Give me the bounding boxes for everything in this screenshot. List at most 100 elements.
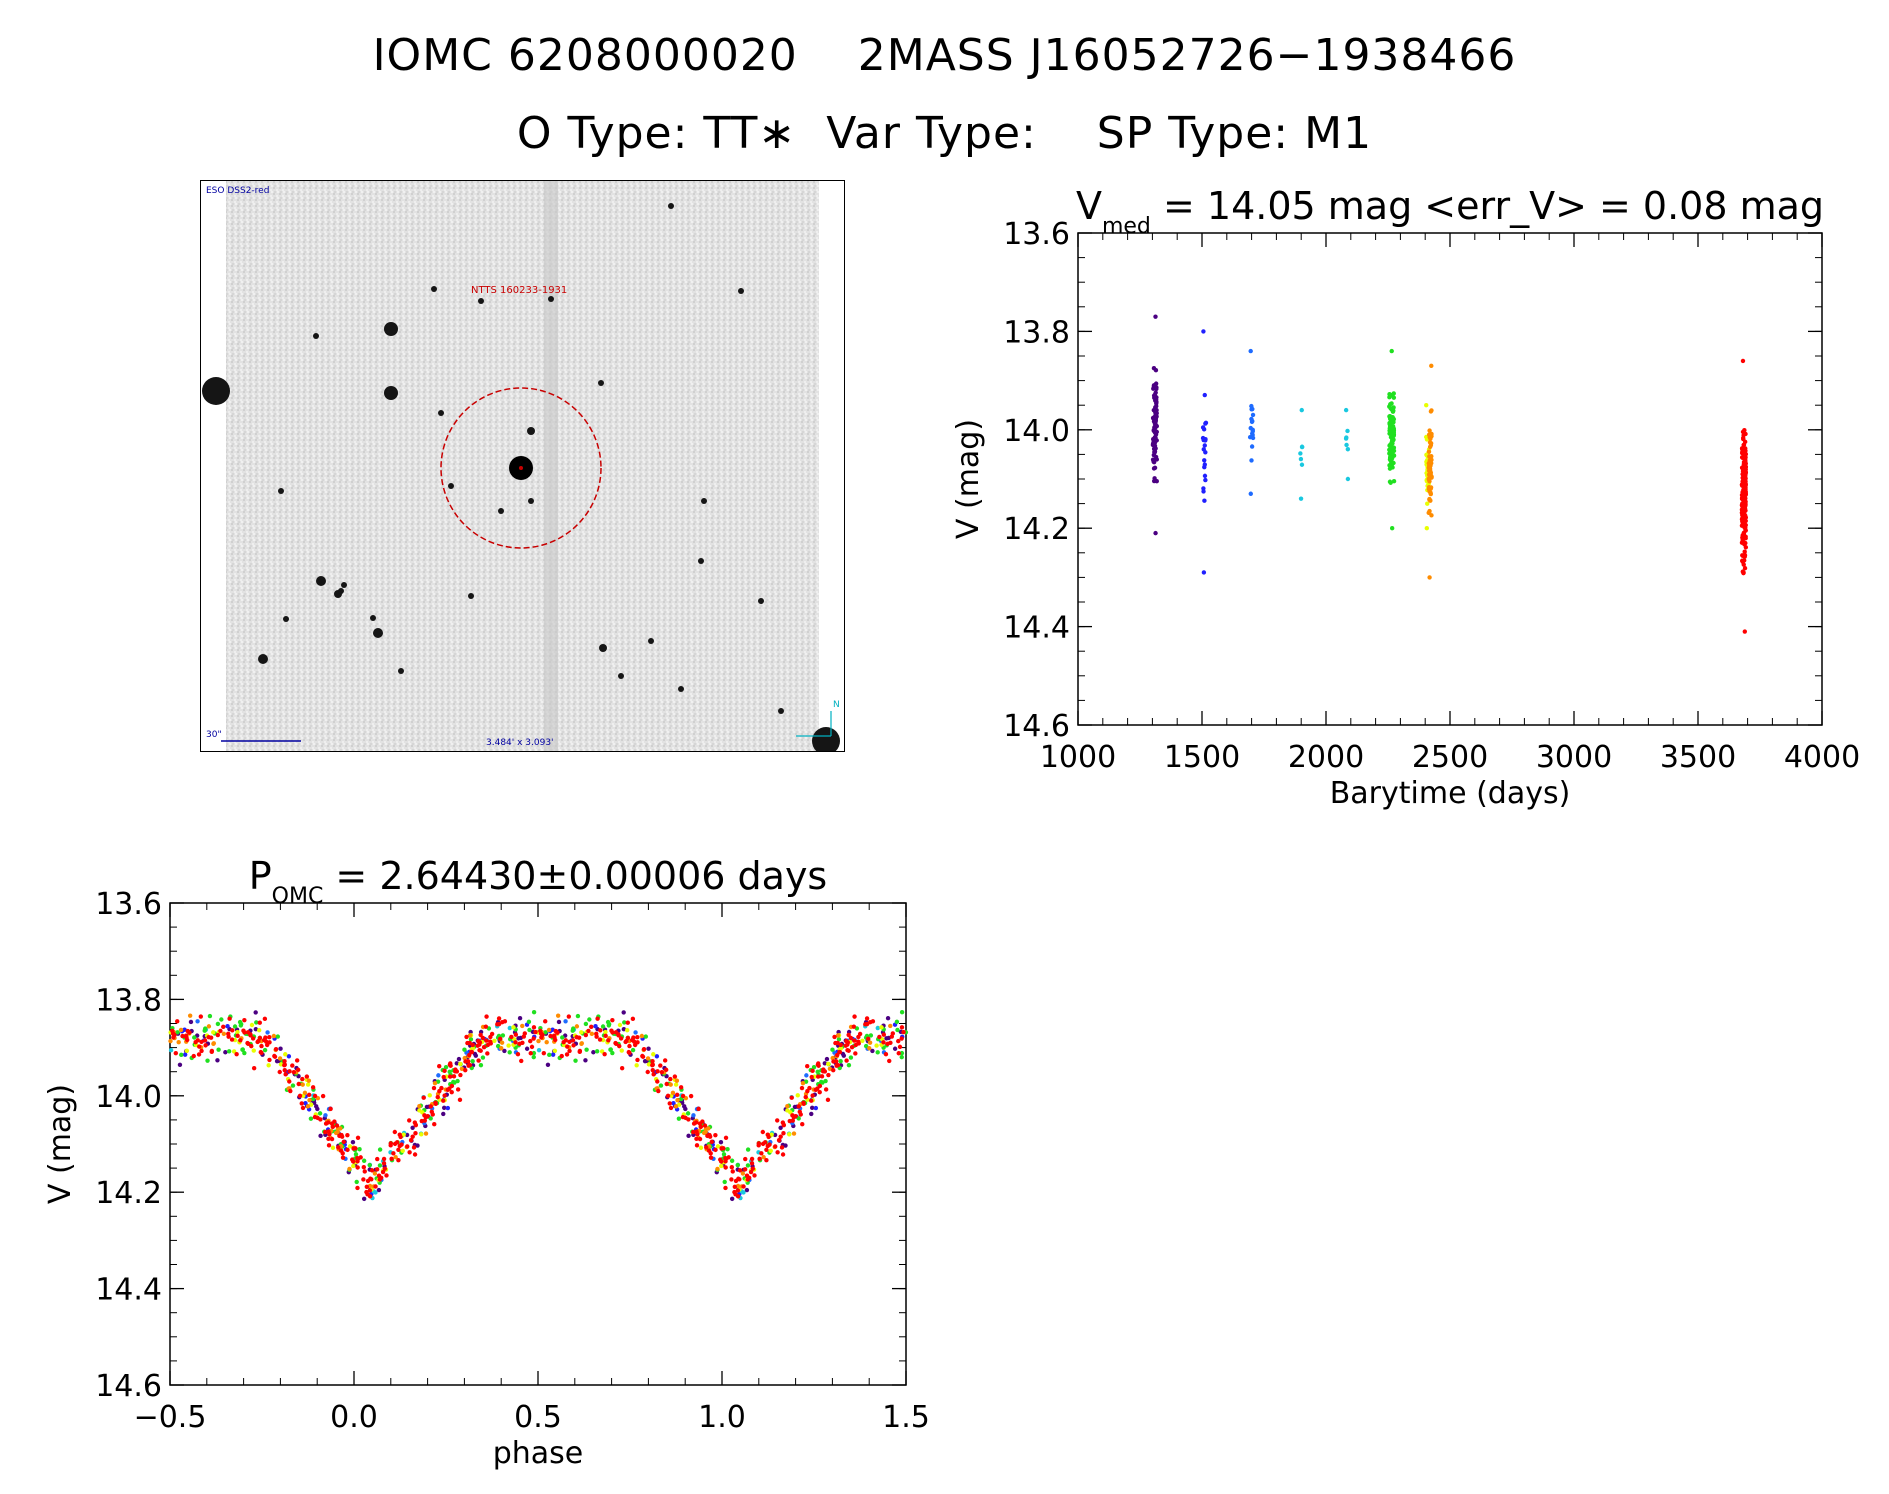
phased-point [616,1033,621,1038]
phased-point [594,1034,599,1039]
phased-point [290,1083,296,1088]
phased-point [619,1065,625,1071]
star-0 [202,377,230,405]
phased-point [271,1033,277,1039]
lightcurve-point [1741,570,1746,576]
lightcurve-point [1743,446,1748,451]
lightcurve-point [1742,456,1748,461]
star-17 [812,727,840,751]
phased-point [783,1143,788,1148]
phased-point [865,1036,871,1042]
phased-point [868,1033,874,1038]
phased-point [388,1143,393,1148]
phased-point [355,1135,361,1140]
phased-point [329,1121,335,1126]
phased-point [442,1093,447,1098]
phased-point [531,1050,537,1056]
phased-point [540,1032,545,1038]
phased-point [646,1062,652,1067]
phased-point [323,1129,328,1135]
phased-point [830,1047,835,1052]
phased-point [328,1106,333,1112]
phased-point [901,1029,906,1035]
phased-point [275,1034,281,1039]
lightcurve-point [1387,424,1393,429]
phased-point [694,1136,699,1142]
phased-point [433,1101,438,1107]
phased-point [423,1131,429,1136]
phased-point [899,1025,905,1030]
phased-point [188,1019,194,1025]
phased-point [570,1038,576,1043]
lightcurve-point [1428,457,1433,462]
phased-point [182,1052,188,1057]
phased-point [547,1052,552,1058]
phased-point [574,1024,580,1029]
phased-point [740,1171,746,1176]
phased-point [760,1141,766,1147]
phased-point [221,1031,227,1037]
phased-point [179,1052,184,1058]
phased-point [867,1046,872,1051]
phased-point [635,1057,640,1063]
phased-point [635,1040,640,1045]
lightcurve-point [1298,451,1303,456]
chart-title-line-1: IOMC 6208000020 2MASS J16052726−1938466 [372,30,1517,81]
phased-point [341,1139,346,1145]
lightcurve-point [1153,416,1159,421]
phased-point [874,1043,879,1048]
target-marker [519,466,523,470]
star-19 [701,498,707,504]
phased-point [454,1061,459,1066]
phased-point [393,1155,398,1160]
phased-point [531,1009,537,1015]
phased-point [305,1104,311,1109]
phased-point [511,1025,516,1030]
phased-point [367,1188,373,1193]
phased-point [643,1034,649,1039]
lightcurve-point [1299,407,1304,413]
lightcurve-point [1202,498,1207,503]
phased-point [183,1033,189,1038]
lightcurve-point [1152,393,1157,399]
star-28 [527,427,535,435]
phased-ylabel: V (mag) [43,1084,78,1204]
phased-point [207,1013,213,1019]
lightcurve-point [1391,416,1396,422]
lightcurve-point [1426,476,1431,481]
phased-point [723,1159,728,1164]
phased-point [178,1027,184,1033]
phased-point [245,1041,251,1047]
phased-point [195,1019,200,1024]
phased-point [597,1037,603,1042]
phased-point [895,1027,900,1033]
phased-point [304,1074,310,1079]
phased-point [709,1139,714,1145]
phased-point [831,1067,836,1073]
phased-point [555,1030,560,1035]
phased-point [735,1162,740,1168]
phased-point [610,1030,615,1035]
phased-point [683,1106,688,1112]
thumb-survey-label: ESO DSS2-red [206,186,269,196]
lightcurve-point [1250,432,1255,438]
phased-point [384,1173,389,1178]
phased-point [529,1044,535,1050]
phased-point [863,1043,869,1049]
phased-point [467,1040,472,1046]
phased-point [856,1034,861,1040]
phased-point [250,1036,256,1041]
phased-point [242,1017,247,1023]
phased-point [208,1035,214,1040]
star-15 [599,644,607,652]
lightcurve-point [1390,444,1395,450]
phased-point [630,1047,636,1053]
lightcurve-point [1299,462,1305,467]
lightcurve-point [1428,436,1433,441]
phased-point [723,1155,728,1161]
phased-point [215,1058,220,1063]
lightcurve-point [1151,466,1157,471]
phased-point [583,1032,589,1038]
phased-point [544,1040,549,1045]
phased-point [300,1105,306,1111]
